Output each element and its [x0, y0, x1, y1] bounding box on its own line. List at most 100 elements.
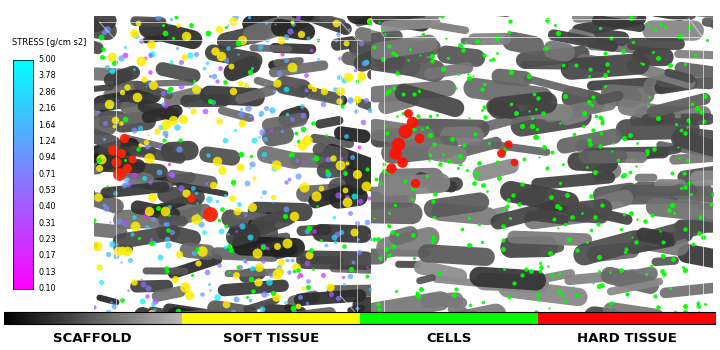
- Point: [135, 142, 146, 148]
- Bar: [127, 312, 128, 324]
- Point: [291, 264, 302, 270]
- Point: [460, 40, 472, 45]
- Point: [601, 61, 613, 67]
- Bar: [17, 312, 19, 324]
- Point: [280, 179, 292, 185]
- Point: [624, 132, 636, 138]
- Point: [618, 136, 629, 141]
- Point: [312, 203, 323, 209]
- Bar: [89, 312, 91, 324]
- Point: [239, 212, 251, 218]
- Point: [620, 247, 631, 252]
- Text: 5.00: 5.00: [38, 55, 55, 64]
- Point: [287, 116, 298, 122]
- Bar: [124, 312, 125, 324]
- Bar: [38, 312, 40, 324]
- Point: [534, 154, 545, 160]
- Point: [139, 56, 150, 61]
- Point: [109, 190, 120, 196]
- Point: [258, 291, 269, 297]
- Bar: [117, 312, 120, 324]
- Point: [683, 181, 695, 186]
- Bar: [126, 312, 127, 324]
- Point: [583, 99, 595, 105]
- Point: [220, 24, 232, 29]
- Point: [276, 314, 287, 320]
- Text: 0.94: 0.94: [38, 153, 55, 162]
- Bar: [158, 312, 161, 324]
- Point: [98, 202, 109, 208]
- Point: [222, 45, 233, 50]
- Bar: [22, 312, 23, 324]
- Point: [593, 221, 604, 227]
- Point: [428, 214, 440, 220]
- Bar: [73, 312, 75, 324]
- Point: [177, 117, 189, 122]
- Point: [315, 185, 326, 191]
- Point: [533, 291, 544, 296]
- Point: [204, 99, 216, 104]
- Point: [261, 245, 272, 251]
- Point: [584, 66, 595, 71]
- Point: [330, 231, 342, 237]
- Point: [135, 58, 147, 64]
- Point: [603, 68, 614, 74]
- Point: [587, 280, 598, 286]
- Bar: [119, 312, 120, 324]
- Point: [679, 268, 690, 273]
- Point: [302, 300, 313, 306]
- Point: [234, 201, 246, 207]
- Point: [279, 299, 291, 305]
- Point: [196, 292, 207, 297]
- Point: [96, 153, 107, 159]
- Point: [302, 260, 313, 266]
- Point: [297, 142, 308, 148]
- Bar: [9, 312, 11, 324]
- Point: [289, 214, 300, 219]
- Point: [246, 204, 258, 209]
- Point: [220, 223, 231, 229]
- Point: [190, 86, 202, 92]
- Point: [235, 111, 247, 116]
- Point: [256, 110, 267, 116]
- Point: [470, 175, 482, 181]
- Point: [588, 94, 599, 99]
- Bar: [171, 312, 173, 324]
- Point: [464, 242, 475, 247]
- Point: [183, 292, 194, 298]
- Point: [643, 23, 654, 28]
- Point: [473, 160, 485, 166]
- Point: [269, 165, 280, 171]
- Point: [645, 263, 657, 269]
- Bar: [143, 312, 144, 324]
- Bar: [116, 312, 117, 324]
- Point: [554, 317, 565, 323]
- Point: [374, 255, 386, 260]
- Bar: [87, 312, 89, 324]
- Point: [318, 88, 330, 93]
- Bar: [109, 312, 110, 324]
- Point: [119, 157, 130, 162]
- Point: [101, 183, 112, 189]
- Point: [236, 223, 248, 228]
- Point: [693, 230, 705, 236]
- Bar: [92, 312, 94, 324]
- Point: [531, 106, 542, 112]
- Bar: [90, 312, 91, 324]
- Bar: [127, 312, 129, 324]
- Bar: [26, 312, 27, 324]
- Point: [294, 294, 306, 300]
- Point: [442, 55, 454, 61]
- Point: [141, 225, 153, 230]
- Bar: [68, 312, 69, 324]
- Bar: [36, 312, 37, 324]
- Point: [340, 170, 351, 176]
- Point: [605, 35, 616, 41]
- Point: [109, 118, 121, 123]
- Bar: [50, 312, 52, 324]
- Point: [368, 237, 379, 242]
- Point: [508, 281, 520, 286]
- Point: [268, 290, 279, 296]
- Bar: [153, 312, 154, 324]
- Point: [164, 86, 176, 92]
